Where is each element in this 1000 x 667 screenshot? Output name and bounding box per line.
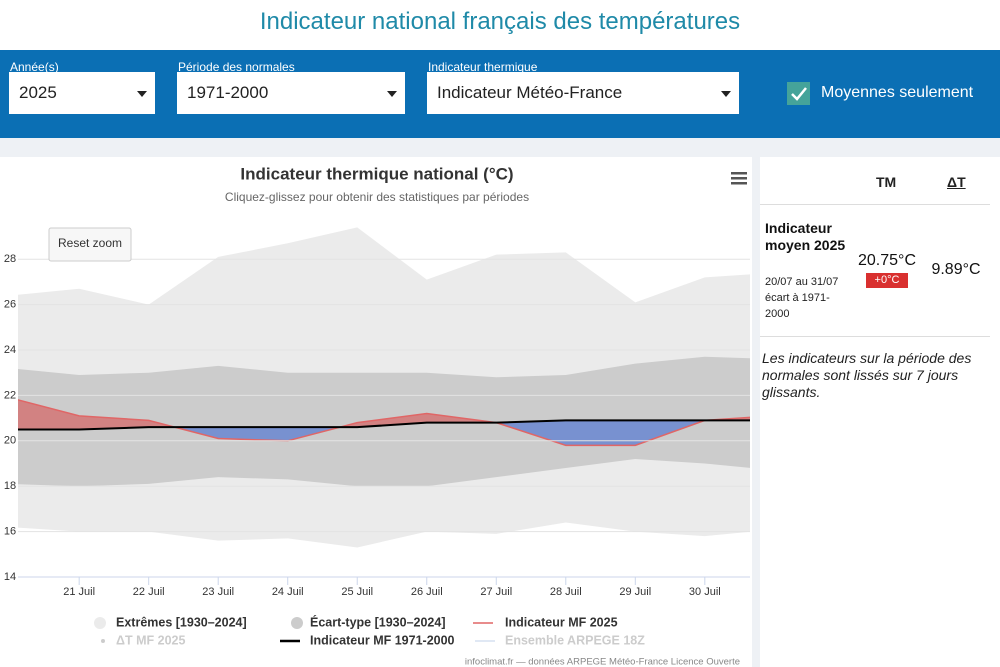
stats-panel: TM ΔT Indicateur moyen 2025 20/07 au 31/…	[760, 157, 1000, 667]
x-tick-label: 30 Juil	[689, 586, 721, 598]
legend-label[interactable]: ΔT MF 2025	[116, 633, 185, 647]
page-title: Indicateur national français des tempéra…	[259, 8, 741, 35]
separator	[760, 336, 990, 337]
menu-icon[interactable]	[731, 172, 747, 185]
y-tick-label: 28	[4, 253, 16, 265]
line	[18, 419, 750, 431]
badge: +0°C	[866, 273, 908, 288]
x-tick-label: 25 Juil	[341, 586, 373, 598]
x-tick-label: 26 Juil	[411, 586, 443, 598]
y-tick-label: 26	[4, 299, 16, 311]
indicator-value: Indicateur Météo-France	[437, 83, 623, 102]
x-tick-label: 24 Juil	[272, 586, 304, 598]
check-icon	[791, 87, 807, 101]
y-tick-label: 20	[4, 435, 16, 447]
y-tick-label: 24	[4, 344, 16, 356]
legend-symbol	[94, 617, 106, 629]
x-tick-label: 21 Juil	[63, 586, 95, 598]
legend-label[interactable]: Écart-type [1930–2024]	[310, 614, 446, 629]
top-bar	[0, 0, 1000, 50]
legend-label[interactable]: Extrêmes [1930–2024]	[116, 615, 247, 629]
period-value: 1971-2000	[187, 83, 269, 102]
checkbox-label[interactable]: Moyennes seulement	[821, 84, 974, 101]
year-label: Année(s)	[10, 60, 59, 74]
credit: infoclimat.fr — données ARPEGE Météo-Fra…	[465, 657, 740, 667]
row-dates: 20/07 au 31/07 écart à 1971-2000	[765, 274, 845, 322]
y-tick-label: 16	[4, 526, 16, 538]
y-tick-label: 22	[4, 389, 16, 401]
caret	[387, 91, 397, 97]
row-title: Indicateur moyen 2025	[765, 220, 846, 253]
year-select[interactable]: 2025	[9, 72, 155, 114]
reference: écart à 1971-2000	[765, 292, 830, 320]
period-label: Période des normales	[178, 60, 295, 74]
fill-group	[18, 397, 750, 430]
separator	[760, 204, 990, 205]
col-dt: ΔT	[947, 174, 966, 190]
period-select[interactable]: 1971-2000	[177, 72, 405, 114]
y-tick-label: 14	[4, 571, 16, 583]
legend-label[interactable]: Indicateur MF 2025	[505, 615, 618, 629]
dates: 20/07 au 31/07	[765, 276, 839, 288]
x-tick-label: 28 Juil	[550, 586, 582, 598]
indicator-select[interactable]: Indicateur Météo-France	[427, 72, 739, 114]
chart: Indicateur thermique national (°C) Cliqu…	[0, 157, 752, 667]
note: Les indicateurs sur la période des norma…	[762, 350, 972, 400]
year-value: 2025	[19, 83, 57, 102]
x-tick-label: 22 Juil	[133, 586, 165, 598]
reset-zoom-button[interactable]	[48, 227, 132, 262]
indicator-label: Indicateur thermique	[428, 60, 538, 74]
x-tick-label: 23 Juil	[202, 586, 234, 598]
x-tick-label: 27 Juil	[480, 586, 512, 598]
legend-label[interactable]: Indicateur MF 1971-2000	[310, 633, 455, 647]
legend-symbol	[101, 639, 105, 643]
chart-subtitle: Cliquez-glissez pour obtenir des statist…	[225, 190, 529, 204]
legend-label[interactable]: Ensemble ARPEGE 18Z	[505, 633, 645, 647]
x-tick-label: 29 Juil	[619, 586, 651, 598]
chart-title: Indicateur thermique national (°C)	[240, 164, 513, 183]
y-tick-label: 18	[4, 480, 16, 492]
dt-value: 9.89°C	[931, 261, 981, 278]
col-tm: TM	[876, 174, 897, 190]
tm-value: 20.75°C	[858, 252, 916, 269]
caret	[721, 91, 731, 97]
legend-symbol	[291, 617, 303, 629]
plot-area	[18, 227, 750, 548]
checkbox[interactable]	[787, 82, 810, 105]
diff-fill-above	[18, 397, 750, 430]
reset-zoom-label: Reset zoom	[58, 236, 122, 250]
caret	[137, 91, 147, 97]
